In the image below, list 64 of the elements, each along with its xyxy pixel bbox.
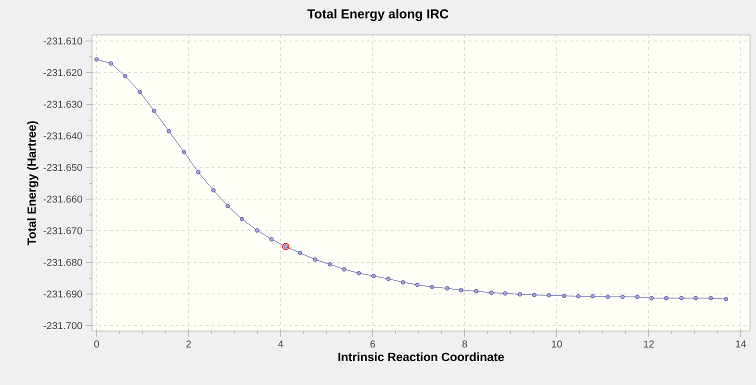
point xyxy=(489,290,494,295)
point xyxy=(649,296,654,300)
y-tick-label: -231.610 xyxy=(44,37,82,45)
point xyxy=(226,204,230,208)
point xyxy=(342,267,346,272)
point xyxy=(518,292,522,296)
x-axis-title: Intrinsic Reaction Coordinate xyxy=(338,352,504,362)
point xyxy=(269,237,274,242)
point xyxy=(123,74,128,78)
x-tick-label: 14 xyxy=(736,340,746,348)
y-tick-label: -231.620 xyxy=(44,69,82,76)
point xyxy=(532,292,536,298)
point xyxy=(620,294,625,299)
point xyxy=(635,294,640,299)
point xyxy=(679,296,684,300)
y-tick-label: -231.640 xyxy=(44,132,82,140)
point xyxy=(474,289,478,294)
point xyxy=(503,291,508,296)
point xyxy=(313,257,318,262)
point xyxy=(708,296,713,300)
point xyxy=(694,296,698,300)
x-tick-label: 4 xyxy=(278,340,284,348)
point xyxy=(94,57,99,62)
point xyxy=(576,294,580,298)
x-tick-label: 6 xyxy=(370,340,376,348)
point xyxy=(166,129,171,134)
point xyxy=(356,271,361,276)
y-axis-title: Total Energy (Hartree) xyxy=(27,121,38,246)
point xyxy=(196,170,200,174)
x-tick-label: 8 xyxy=(462,340,468,348)
point xyxy=(430,284,434,290)
point xyxy=(664,296,668,300)
chart-title: Total Energy along IRC xyxy=(307,8,448,22)
point xyxy=(724,296,728,302)
point xyxy=(372,274,376,278)
point xyxy=(458,288,464,292)
x-tick-label: 2 xyxy=(186,340,191,348)
point xyxy=(152,108,156,113)
point xyxy=(386,276,390,281)
y-tick-label: -231.650 xyxy=(44,164,82,172)
point xyxy=(590,294,595,298)
point xyxy=(562,294,566,298)
y-tick-label: -231.660 xyxy=(44,196,82,203)
point xyxy=(400,280,406,284)
point xyxy=(445,286,450,290)
x-tick-label: 10 xyxy=(552,340,562,348)
y-tick-label: -231.630 xyxy=(44,100,82,108)
point xyxy=(415,282,420,287)
point xyxy=(240,216,244,222)
point xyxy=(108,61,113,66)
point xyxy=(328,262,332,266)
point xyxy=(606,294,610,299)
point xyxy=(298,250,302,255)
x-tick-label: 12 xyxy=(644,340,654,348)
point xyxy=(182,150,186,154)
point xyxy=(546,293,552,298)
y-tick-label: -231.670 xyxy=(44,227,82,234)
x-tick-label: 0 xyxy=(94,340,99,348)
y-tick-label: -231.680 xyxy=(44,258,82,266)
point xyxy=(138,90,142,94)
point xyxy=(255,228,260,233)
y-tick-label: -231.700 xyxy=(44,322,82,330)
point xyxy=(211,188,216,192)
y-tick-label: -231.690 xyxy=(44,290,82,298)
